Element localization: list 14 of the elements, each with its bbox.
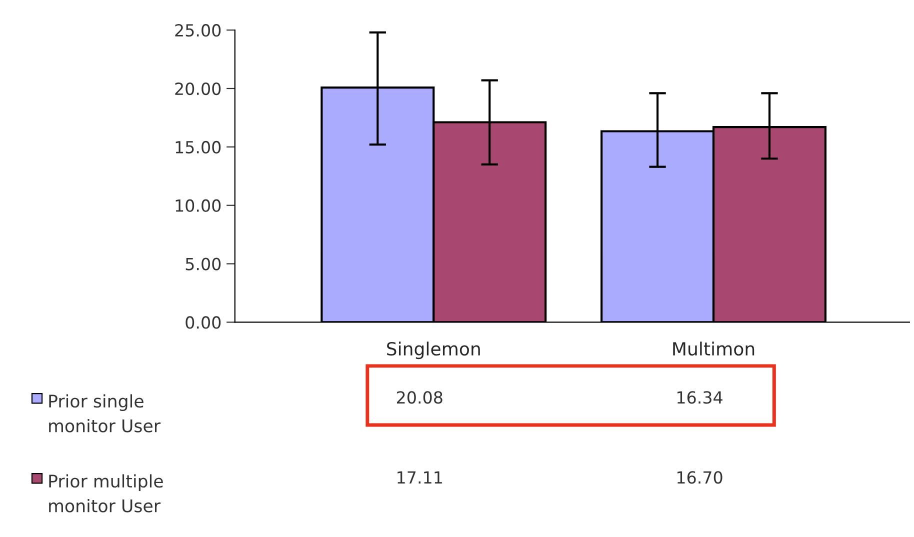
data-label: 17.11: [398, 471, 442, 484]
legend-label: Prior multiple monitor User: [49, 474, 163, 512]
legend-label: Prior single monitor User: [49, 394, 161, 432]
y-tick-label: 20.00: [175, 82, 221, 96]
y-tick-label: 15.00: [176, 140, 221, 154]
x-tick-label: Singlemon: [387, 342, 480, 360]
data-label: 16.34: [677, 391, 722, 404]
y-tick-label: 5.00: [186, 258, 221, 270]
y-tick-label: 25.00: [175, 24, 221, 37]
data-label: 16.70: [677, 471, 722, 484]
data-label: 20.08: [396, 391, 442, 404]
y-tick-label: 0.00: [186, 316, 221, 329]
x-tick-label: Multimon: [673, 342, 754, 356]
y-tick-label: 10.00: [176, 199, 221, 212]
